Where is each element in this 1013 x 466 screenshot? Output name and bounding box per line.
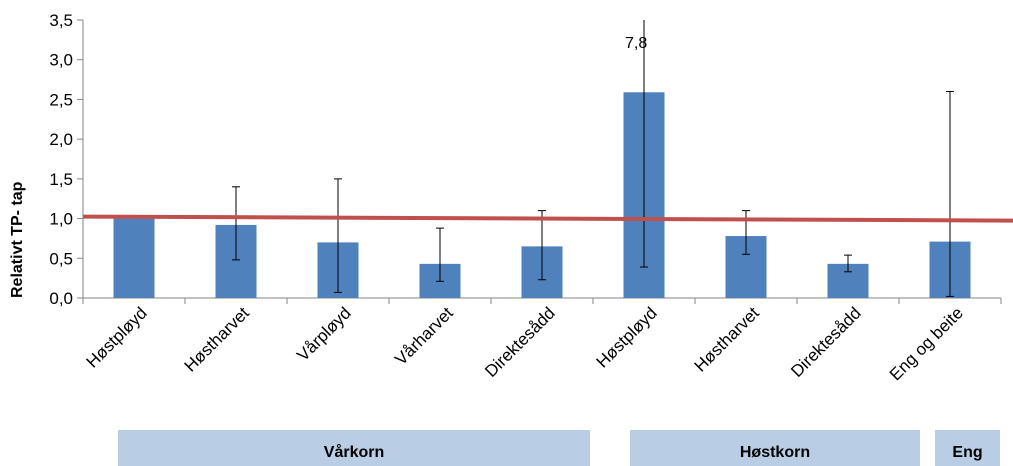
group-band — [630, 430, 920, 466]
group-label: Vårkorn — [324, 443, 384, 461]
y-tick-label: 3,0 — [49, 51, 73, 70]
bar — [113, 218, 155, 298]
x-tick-label: Direktesådd — [481, 303, 559, 381]
x-tick-label: Vårpløyd — [293, 303, 355, 365]
y-axis-label: Relativt TP- tap — [9, 181, 26, 298]
y-tick-label: 0,0 — [49, 289, 73, 308]
y-tick-label: 1,5 — [49, 170, 73, 189]
reference-line-group — [82, 214, 1013, 223]
x-tick-label: Høstpløyd — [593, 303, 661, 371]
labels: Høstpløyd Høstharvet Vårpløyd Vårharvet Dire… — [83, 303, 967, 384]
x-tick-label: Eng og beite — [886, 303, 967, 384]
group-band — [118, 430, 590, 466]
group-bands: Vårkorn Høstkorn Eng — [118, 430, 1000, 466]
y-tick-label: 3,5 — [49, 11, 73, 30]
y-tick-label: 2,0 — [49, 130, 73, 149]
x-tick-label: Høstharvet — [181, 303, 253, 375]
x-tick-label: Direktesådd — [787, 303, 865, 381]
y-tick-label: 1,0 — [49, 210, 73, 229]
x-tick-label: Høstharvet — [691, 303, 763, 375]
reference-line — [82, 214, 1013, 223]
x-tick-label: Høstpløyd — [83, 303, 151, 371]
y-tick-label: 2,5 — [49, 90, 73, 109]
x-tick-label: Vårharvet — [391, 303, 457, 369]
y-tick-label: 0,5 — [49, 249, 73, 268]
annotation-label: 7,8 — [625, 35, 647, 52]
group-band — [935, 430, 1000, 466]
group-label: Eng — [952, 444, 982, 461]
group-label: Høstkorn — [740, 444, 810, 461]
